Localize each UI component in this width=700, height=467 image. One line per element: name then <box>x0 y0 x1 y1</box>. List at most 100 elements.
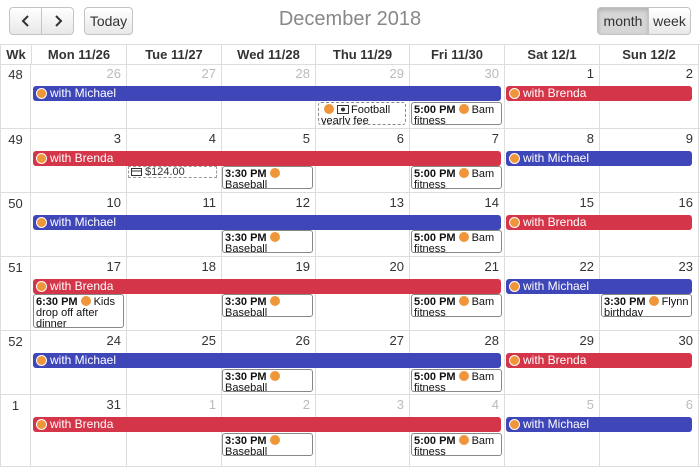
event-time: 6:30 PM <box>36 296 78 308</box>
event-bam-fitness[interactable]: 5:00 PM Bam fitness <box>411 433 502 456</box>
event-bam-fitness[interactable]: 5:00 PM Bam fitness <box>411 294 502 317</box>
header-wednesday: Wed 11/28 <box>222 45 316 65</box>
event-label: with Brenda <box>50 279 114 293</box>
today-button[interactable]: Today <box>84 7 133 35</box>
day-number[interactable]: 29 <box>389 66 404 81</box>
day-number[interactable]: 8 <box>586 131 594 146</box>
event-baseball[interactable]: 3:30 PM Baseball <box>222 294 313 317</box>
day-number[interactable]: 28 <box>295 66 310 81</box>
week-view-button[interactable]: week <box>648 7 691 35</box>
event-bar-brenda[interactable]: with Brenda <box>33 279 501 294</box>
event-bar-michael[interactable]: with Michael <box>33 86 501 101</box>
event-bar-michael[interactable]: with Michael <box>33 353 501 368</box>
day-cell[interactable]: 7 <box>410 129 505 192</box>
event-time: 5:00 PM <box>414 435 456 447</box>
event-bar-michael[interactable]: with Michael <box>506 151 692 166</box>
day-number[interactable]: 31 <box>106 397 121 412</box>
event-label: with Michael <box>523 417 590 431</box>
day-number[interactable]: 2 <box>685 66 693 81</box>
day-cell[interactable]: 16 <box>600 193 699 256</box>
event-bar-michael[interactable]: with Michael <box>506 417 692 432</box>
day-number[interactable]: 29 <box>579 333 594 348</box>
day-number[interactable]: 19 <box>295 259 310 274</box>
day-number[interactable]: 1 <box>208 397 216 412</box>
day-number[interactable]: 27 <box>389 333 404 348</box>
day-number[interactable]: 20 <box>389 259 404 274</box>
event-time: 3:30 PM <box>225 232 267 244</box>
event-bar-michael[interactable]: with Michael <box>33 215 501 230</box>
day-cell[interactable]: 4 <box>410 395 505 466</box>
month-view-button[interactable]: month <box>597 7 649 35</box>
week-row: 48 26 27 28 29 30 1 2 <box>0 64 700 129</box>
day-number[interactable]: 5 <box>302 131 310 146</box>
day-number[interactable]: 30 <box>678 333 693 348</box>
day-number[interactable]: 3 <box>113 131 121 146</box>
day-number[interactable]: 23 <box>678 259 693 274</box>
day-number[interactable]: 18 <box>201 259 216 274</box>
day-number[interactable]: 17 <box>106 259 121 274</box>
next-button[interactable] <box>41 7 74 35</box>
event-dot-icon <box>324 104 334 114</box>
event-bam-fitness[interactable]: 5:00 PM Bam fitness <box>411 102 502 125</box>
day-number[interactable]: 10 <box>106 195 121 210</box>
event-label: with Brenda <box>50 151 114 165</box>
day-cell[interactable]: 23 <box>600 257 699 330</box>
day-number[interactable]: 11 <box>202 195 217 210</box>
day-number[interactable]: 24 <box>106 333 121 348</box>
event-bar-brenda[interactable]: with Brenda <box>33 417 501 432</box>
event-title: Baseball <box>225 307 268 317</box>
day-number[interactable]: 12 <box>295 195 310 210</box>
event-bar-brenda[interactable]: with Brenda <box>506 86 692 101</box>
day-number[interactable]: 28 <box>484 333 499 348</box>
day-number[interactable]: 26 <box>295 333 310 348</box>
prev-button[interactable] <box>9 7 42 35</box>
day-number[interactable]: 27 <box>201 66 216 81</box>
event-bam-fitness[interactable]: 5:00 PM Bam fitness <box>411 230 502 253</box>
event-dot-icon <box>509 419 520 430</box>
day-number[interactable]: 21 <box>484 259 499 274</box>
day-number[interactable]: 4 <box>208 131 216 146</box>
day-number[interactable]: 4 <box>491 397 499 412</box>
event-kids-drop-off[interactable]: 6:30 PM Kids drop off after dinner <box>33 294 124 328</box>
day-cell[interactable]: 2 <box>600 64 699 128</box>
event-flynn-birthday[interactable]: 3:30 PM Flynn birthday <box>601 294 692 317</box>
event-baseball[interactable]: 3:30 PM Baseball <box>222 369 313 392</box>
day-number[interactable]: 1 <box>586 66 594 81</box>
day-number[interactable]: 16 <box>678 195 693 210</box>
day-number[interactable]: 9 <box>685 131 693 146</box>
day-number[interactable]: 15 <box>579 195 594 210</box>
event-baseball[interactable]: 3:30 PM Baseball <box>222 433 313 456</box>
event-bam-fitness[interactable]: 5:00 PM Bam fitness <box>411 166 502 189</box>
day-cell[interactable]: 28 <box>410 331 505 394</box>
day-cell[interactable]: 6 <box>600 395 699 466</box>
event-bar-brenda[interactable]: with Brenda <box>506 215 692 230</box>
day-cell[interactable]: 30 <box>600 331 699 394</box>
day-cell[interactable]: 9 <box>600 129 699 192</box>
day-cell[interactable]: 14 <box>410 193 505 256</box>
event-dot-icon <box>269 296 280 306</box>
event-football-fee[interactable]: Football yearly fee <box>318 102 406 125</box>
day-number[interactable]: 5 <box>586 397 594 412</box>
day-number[interactable]: 22 <box>579 259 594 274</box>
event-baseball[interactable]: 3:30 PM Baseball <box>222 230 313 253</box>
event-bar-brenda[interactable]: with Brenda <box>506 353 692 368</box>
day-number[interactable]: 6 <box>396 131 404 146</box>
day-number[interactable]: 26 <box>106 66 121 81</box>
day-number[interactable]: 2 <box>302 397 310 412</box>
day-number[interactable]: 14 <box>484 195 499 210</box>
event-bam-fitness[interactable]: 5:00 PM Bam fitness <box>411 369 502 392</box>
day-number[interactable]: 13 <box>389 195 404 210</box>
event-bar-brenda[interactable]: with Brenda <box>33 151 501 166</box>
day-cell[interactable]: 30 <box>410 64 505 128</box>
event-title: Bam fitness <box>414 104 495 125</box>
event-payment[interactable]: $124.00 <box>128 166 217 178</box>
day-number[interactable]: 7 <box>491 131 499 146</box>
day-number[interactable]: 30 <box>484 66 499 81</box>
day-number[interactable]: 25 <box>201 333 216 348</box>
day-number[interactable]: 3 <box>396 397 404 412</box>
header-tuesday: Tue 11/27 <box>127 45 222 65</box>
event-bar-michael[interactable]: with Michael <box>506 279 692 294</box>
event-baseball[interactable]: 3:30 PM Baseball <box>222 166 313 189</box>
day-cell[interactable]: 21 <box>410 257 505 330</box>
day-number[interactable]: 6 <box>685 397 693 412</box>
